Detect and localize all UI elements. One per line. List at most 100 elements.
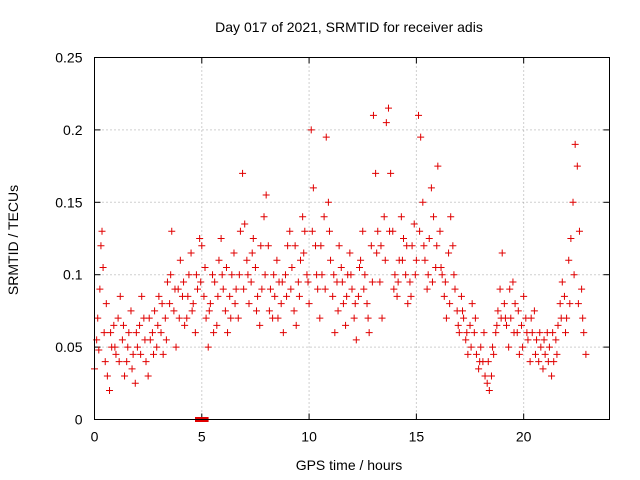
data-point	[301, 227, 309, 235]
data-point	[419, 198, 427, 206]
data-point	[368, 278, 376, 286]
data-point	[423, 285, 431, 293]
data-point	[417, 133, 425, 141]
data-point	[337, 263, 345, 271]
data-point	[377, 242, 385, 250]
data-point	[243, 256, 251, 264]
data-point	[204, 343, 212, 351]
data-point	[468, 300, 476, 308]
data-point	[321, 285, 329, 293]
data-point	[574, 300, 582, 308]
data-point	[251, 263, 259, 271]
data-point	[213, 321, 221, 329]
data-point	[200, 292, 208, 300]
data-point	[558, 278, 566, 286]
data-point	[196, 235, 204, 242]
data-point	[359, 227, 367, 235]
data-point	[192, 271, 200, 279]
data-point	[411, 271, 419, 279]
data-point	[545, 343, 553, 351]
data-point	[487, 372, 495, 380]
data-point	[168, 227, 176, 235]
data-point	[354, 292, 362, 300]
data-point	[132, 329, 140, 337]
data-point	[553, 350, 561, 358]
data-point	[500, 300, 508, 308]
data-point	[331, 329, 339, 337]
data-point	[114, 314, 122, 322]
grid	[94, 57, 610, 420]
data-point	[446, 300, 454, 308]
data-point	[287, 285, 295, 293]
data-point	[498, 249, 506, 257]
data-point	[493, 321, 501, 329]
data-point	[279, 329, 287, 337]
data-point	[175, 314, 183, 322]
data-point	[281, 271, 289, 279]
data-point	[116, 292, 124, 300]
data-point	[111, 343, 119, 351]
data-point	[539, 365, 547, 373]
data-point	[254, 292, 262, 300]
data-point	[451, 285, 459, 293]
data-point	[475, 365, 483, 373]
data-point	[466, 321, 474, 329]
data-point	[397, 213, 405, 221]
data-point	[294, 278, 302, 286]
x-tick-label: 10	[301, 429, 317, 445]
data-point	[394, 278, 402, 286]
data-point	[304, 278, 312, 286]
data-point	[365, 329, 373, 337]
data-point	[338, 278, 346, 286]
data-point	[320, 213, 328, 221]
data-point	[357, 256, 365, 264]
data-point	[523, 329, 531, 337]
data-point	[569, 198, 577, 206]
data-point	[264, 242, 272, 250]
data-point	[137, 350, 145, 358]
y-axis-label: SRMTID / TECUs	[5, 185, 21, 295]
data-point	[505, 343, 513, 351]
data-point	[241, 220, 249, 228]
data-point	[256, 321, 264, 329]
data-point	[565, 256, 573, 264]
data-point	[148, 329, 156, 337]
data-point	[540, 336, 548, 344]
data-point	[410, 220, 418, 228]
data-point	[270, 271, 278, 279]
data-point	[265, 307, 273, 315]
data-point	[376, 278, 384, 286]
data-point	[544, 358, 552, 366]
data-point	[309, 184, 317, 192]
data-point	[136, 321, 144, 329]
data-point	[198, 242, 206, 250]
data-point	[566, 300, 574, 308]
data-point	[437, 263, 445, 271]
data-point	[205, 307, 213, 315]
data-point	[356, 263, 364, 271]
data-point	[197, 278, 205, 286]
data-point	[163, 278, 171, 286]
data-point	[457, 292, 465, 300]
x-tick-label: 20	[516, 429, 532, 445]
data-point	[442, 314, 450, 322]
data-point	[398, 256, 406, 264]
data-point	[445, 249, 453, 257]
data-point	[402, 271, 410, 279]
data-point	[142, 358, 150, 366]
data-point	[154, 321, 162, 329]
data-point	[350, 314, 358, 322]
data-point	[219, 285, 227, 293]
data-point	[131, 379, 139, 387]
data-point	[158, 300, 166, 308]
data-point	[95, 346, 103, 354]
data-point	[536, 329, 544, 337]
data-point	[210, 329, 218, 337]
axis-ticks: 0 5 10 15 20 0 0.05 0.1 0.15 0.2 0.25	[55, 50, 610, 445]
data-point	[436, 227, 444, 235]
data-point	[463, 329, 471, 337]
data-point	[170, 307, 178, 315]
data-point	[166, 300, 174, 308]
data-point	[224, 329, 232, 337]
data-point	[283, 292, 291, 300]
